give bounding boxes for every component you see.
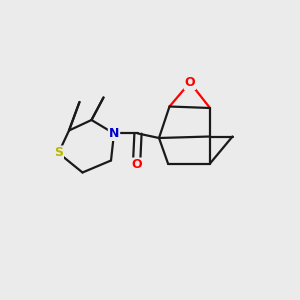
- Text: S: S: [54, 146, 63, 160]
- Text: O: O: [184, 76, 195, 89]
- Text: O: O: [131, 158, 142, 172]
- Text: N: N: [109, 127, 119, 140]
